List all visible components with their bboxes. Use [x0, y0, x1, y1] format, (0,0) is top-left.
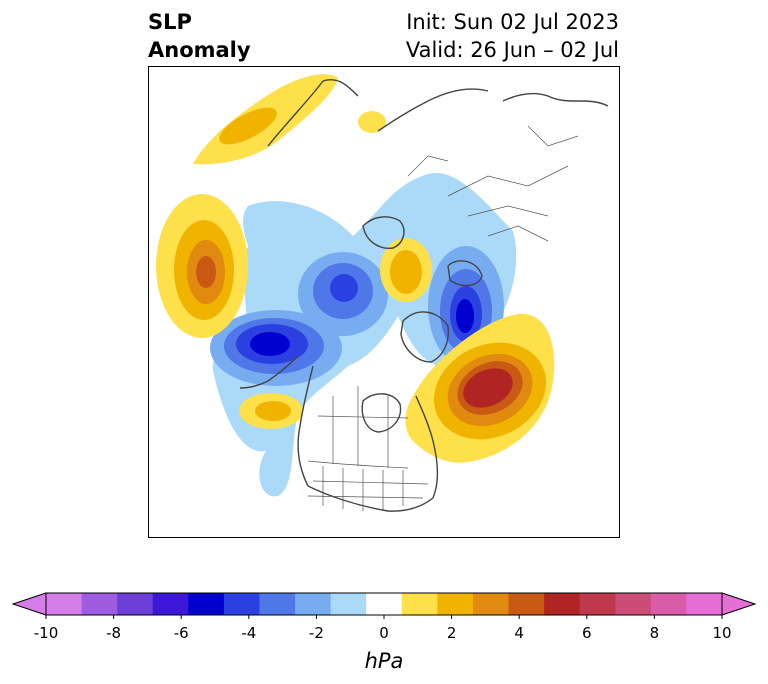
- colorbar-cell: [579, 593, 616, 615]
- colorbar-cell: [330, 593, 367, 615]
- siberia-low-core: [330, 274, 358, 302]
- colorbar-tick-label: 0: [379, 624, 389, 642]
- colorbar-cell: [259, 593, 296, 615]
- map-title: SLP Anomaly: [148, 8, 251, 64]
- colorbar-tick-label: 10: [712, 624, 731, 642]
- high-pressure-anomalies: [156, 74, 555, 463]
- us-state-lines: [307, 466, 429, 511]
- colorbar-extend-left: [11, 592, 47, 616]
- colorbar-cell: [686, 593, 723, 615]
- colorbar-cell: [615, 593, 652, 615]
- colorbar-cell: [295, 593, 332, 615]
- colorbar-cell: [117, 593, 154, 615]
- colorbar-tick-label: -8: [106, 624, 121, 642]
- colorbar-unit-label: hPa: [365, 649, 404, 673]
- slp-anomaly-map: [148, 66, 620, 538]
- colorbar-tick-label: -6: [174, 624, 189, 642]
- forecast-info: Init: Sun 02 Jul 2023 Valid: 26 Jun – 02…: [406, 8, 619, 64]
- central-high-core: [390, 250, 422, 294]
- colorbar-cell: [508, 593, 545, 615]
- colorbar-cell: [437, 593, 474, 615]
- colorbar-tick-label: -2: [309, 624, 324, 642]
- colorbar-cell: [650, 593, 687, 615]
- colorbar-cell: [544, 593, 581, 615]
- russia-high-core: [219, 107, 277, 145]
- colorbar-cells: [46, 593, 723, 615]
- greenland-low-core: [456, 299, 474, 333]
- colorbar-cell: [223, 593, 260, 615]
- greenland-outline: [400, 311, 450, 363]
- colorbar-cell: [81, 593, 118, 615]
- colorbar: -10 -8 -6 -4 -2 0 2 4 6 8 10 hPa: [11, 592, 757, 673]
- canada-provinces: [317, 386, 409, 468]
- colorbar-cell: [366, 593, 403, 615]
- colorbar-cell: [401, 593, 438, 615]
- coastlines: [239, 79, 609, 512]
- north-america-coastline: [297, 365, 439, 512]
- colorbar-cell: [46, 593, 83, 615]
- colorbar-tick-label: 6: [582, 624, 592, 642]
- eurasia-coastline: [267, 79, 609, 147]
- pacific-high-small-core: [255, 401, 291, 421]
- colorbar-tick-label: -10: [34, 624, 59, 642]
- colorbar-tick-label: -4: [241, 624, 256, 642]
- atlantic-high-core: [463, 368, 513, 408]
- eurasia-borders: [407, 125, 579, 242]
- political-borders: [307, 125, 579, 511]
- colorbar-cell: [152, 593, 189, 615]
- alaska-coastline: [239, 355, 299, 389]
- title-line-1: SLP: [148, 10, 192, 34]
- colorbar-ticks: -10 -8 -6 -4 -2 0 2 4 6 8 10: [34, 615, 732, 642]
- colorbar-tick-label: 4: [514, 624, 524, 642]
- title-line-2: Anomaly: [148, 38, 251, 62]
- colorbar-tick-label: 2: [447, 624, 457, 642]
- colorbar-cell: [472, 593, 510, 615]
- bering-low-core: [250, 332, 290, 356]
- init-date: Init: Sun 02 Jul 2023: [406, 10, 619, 34]
- us-canada-border: [307, 460, 409, 469]
- arctic-islands: [362, 216, 483, 287]
- colorbar-tick-label: 8: [650, 624, 660, 642]
- kara-high-core: [196, 256, 216, 288]
- colorbar-cell: [188, 593, 225, 615]
- arctic-high-small: [358, 111, 386, 133]
- colorbar-extend-right: [721, 592, 757, 616]
- map-frame: [148, 66, 620, 538]
- valid-range: Valid: 26 Jun – 02 Jul: [405, 38, 619, 62]
- hudson-bay: [361, 393, 402, 433]
